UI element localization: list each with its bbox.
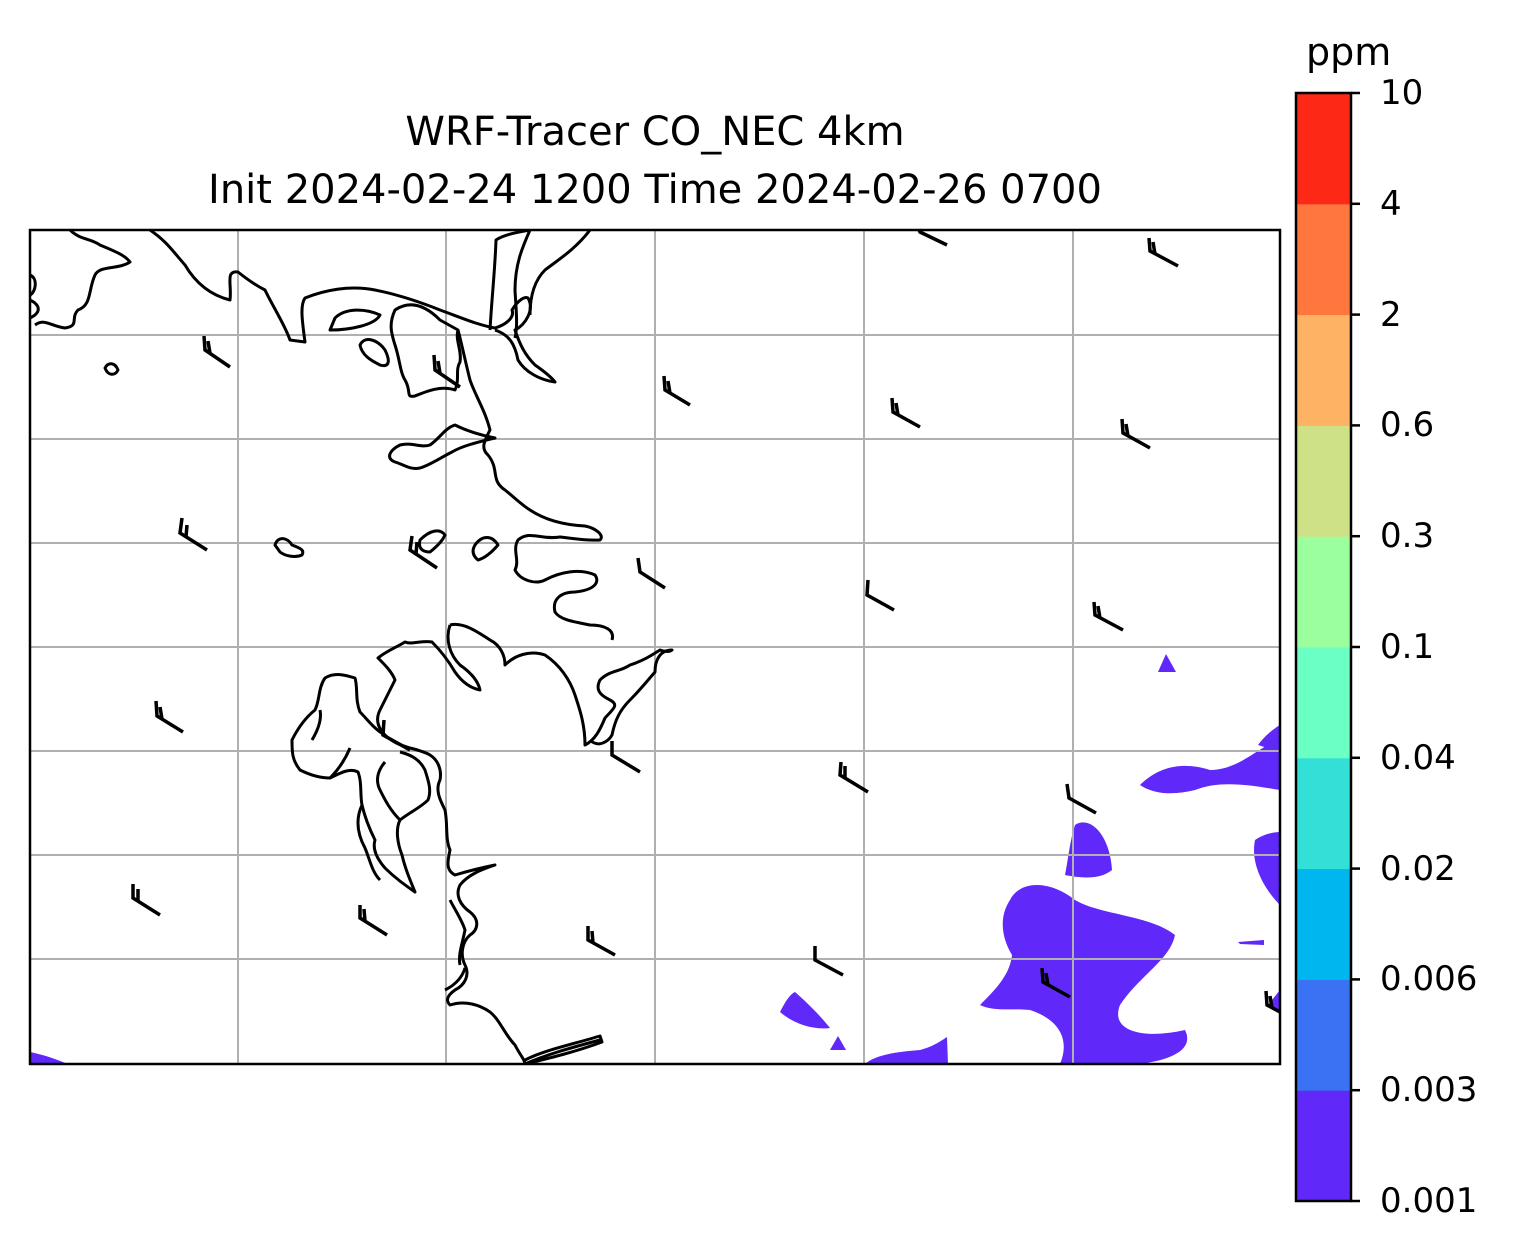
field-patch-south-a (780, 992, 830, 1029)
wind-barb-icon (917, 230, 948, 247)
coastline-island-mid3 (471, 536, 500, 562)
colorbar-segment (1296, 757, 1351, 870)
field-patch-east-b (1140, 740, 1280, 794)
field-patch-east-d (1254, 832, 1280, 905)
colorbar-tick-label: 4 (1380, 183, 1402, 224)
coastline-main-west (149, 230, 557, 384)
coastline-northwest (30, 230, 132, 330)
field-patch-southeast (980, 885, 1188, 1064)
coastline-island-small-north (358, 338, 390, 368)
colorbar-segment (1296, 203, 1351, 316)
wind-barb-icon (636, 557, 666, 590)
colorbar-segment (1296, 93, 1351, 205)
wind-barb-icon (838, 761, 869, 794)
colorbar-tick-label: 0.3 (1380, 516, 1435, 557)
wind-barb-icon (1147, 237, 1179, 268)
coastline-archipelago-inner (290, 673, 432, 894)
field-patch-southwest (30, 1052, 68, 1064)
coastline-island-north (328, 308, 382, 332)
field-patch-south-c (865, 1037, 948, 1064)
wind-barb-icon (178, 517, 208, 552)
colorbar-tick-label: 0.001 (1380, 1181, 1478, 1221)
wind-barb-icon (154, 700, 184, 734)
wind-barbs (131, 230, 1280, 1014)
colorbar-tick-label: 0.1 (1380, 627, 1435, 667)
colorbar-tick-label: 2 (1380, 294, 1402, 335)
wind-barb-icon (662, 375, 691, 407)
field-patch-east-a (1065, 822, 1112, 878)
wind-barb-icon (432, 354, 461, 389)
colorbar-tick-label: 0.02 (1380, 848, 1456, 889)
gridlines (30, 230, 1280, 1064)
wind-barb-icon (1264, 990, 1280, 1014)
coastline-southwest (449, 622, 674, 747)
colorbar-unit: ppm (1306, 30, 1392, 74)
colorbar-segment (1296, 1090, 1351, 1202)
colorbar-segment (1296, 536, 1351, 648)
colorbar-tick-label: 0.04 (1380, 737, 1456, 778)
wind-barb-icon (408, 535, 438, 570)
map-frame (28, 228, 1282, 1066)
field-patch-triangle (1158, 654, 1176, 672)
wind-barb-icon (202, 335, 231, 369)
coastlines (30, 230, 674, 1064)
map-title: WRF-Tracer CO_NEC 4km (405, 109, 905, 155)
wind-barb-icon (381, 719, 411, 752)
coastline-inner-channels (310, 709, 402, 882)
wind-barb-icon (1040, 967, 1071, 999)
colorbar-segment (1296, 868, 1351, 980)
colorbar-segment (1296, 979, 1351, 1091)
wind-barb-icon (358, 905, 388, 937)
map-subtitle: Init 2024-02-24 1200 Time 2024-02-26 070… (208, 167, 1102, 213)
wind-barb-icon (1120, 418, 1151, 450)
colorbar-tick-label: 10 (1380, 73, 1424, 113)
coastline-channel-south (444, 899, 467, 992)
coastline-bay (388, 423, 497, 470)
colorbar-segment (1296, 647, 1351, 759)
colorbar-tick-label: 0.006 (1380, 959, 1478, 1000)
wind-barb-icon (813, 946, 844, 977)
field-patch-south-b (830, 1036, 846, 1050)
coastline-south-spit (524, 1034, 604, 1064)
colorbar (1294, 91, 1360, 1203)
wind-barb-icon (586, 926, 616, 957)
tracer-field (30, 654, 1280, 1064)
wind-barb-icon (131, 884, 161, 917)
field-patch-east-c (1258, 725, 1280, 752)
colorbar-tick-label: 0.6 (1380, 405, 1435, 446)
wind-barb-icon (1065, 783, 1097, 815)
colorbar-tick-label: 0.003 (1380, 1070, 1478, 1111)
wind-barb-icon (890, 397, 921, 429)
field-patch-sliver (1238, 940, 1264, 945)
coastline-river (456, 329, 615, 641)
colorbar-segment (1296, 314, 1351, 426)
coastline-peninsula-north (389, 303, 462, 398)
wind-barb-icon (1092, 601, 1124, 632)
wind-barb-icon (865, 579, 895, 612)
coastline-archipelago (376, 624, 601, 1064)
wind-barb-icon (610, 741, 641, 774)
coastline-island-mid2 (418, 529, 447, 554)
coastline-inlet-north (488, 230, 592, 339)
coastline-island-west (103, 362, 120, 376)
colorbar-segment (1296, 425, 1351, 537)
coastline-island-mid (273, 537, 305, 558)
